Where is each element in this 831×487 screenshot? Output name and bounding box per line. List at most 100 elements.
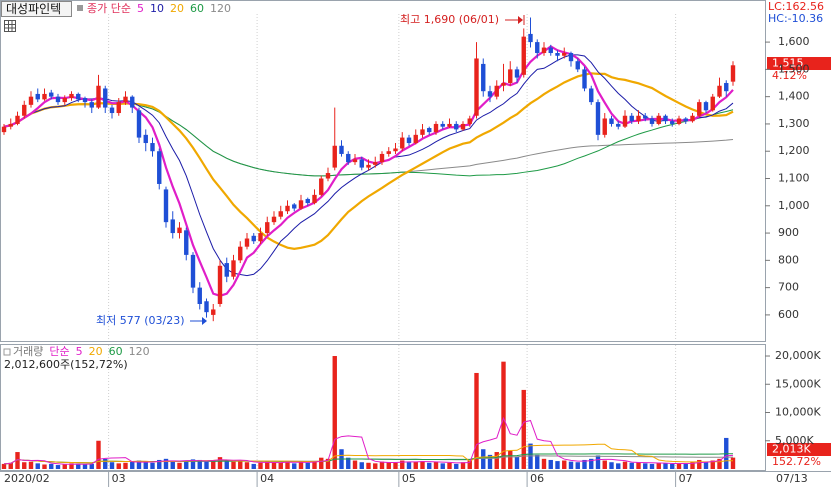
volume-bar [55,465,61,469]
candle-body [501,83,506,86]
volume-bar [643,463,648,469]
volume-bar [629,462,634,469]
candle-body [589,88,594,103]
volume-bar [393,462,398,469]
candle-body [697,102,702,116]
volume-bar [359,462,364,469]
candle-body [643,115,648,119]
candle-body [508,69,513,84]
volume-tick-label: 15,000K [775,377,821,390]
candle-body [292,204,297,209]
volume-bar [541,458,547,469]
high-arrow [505,15,525,25]
volume-bar [487,454,493,469]
volume-bar [697,459,702,469]
volume-bar [62,464,67,469]
candle-body [629,115,634,122]
candle-body [676,118,682,124]
candle-body [258,233,263,242]
last-price: 1,515 [772,57,804,70]
high-annotation: 최고 1,690 (06/01) [400,13,499,26]
candle-body [656,115,661,124]
volume-bar [413,461,418,469]
candle-body [352,159,358,163]
volume-bar [116,463,121,469]
hc-label: HC:-10.36 [768,12,823,25]
volume-bar [373,463,378,469]
candle-body [663,115,668,122]
volume-bar [332,356,337,469]
candle-body [8,123,13,127]
candle-body [454,123,459,130]
x-tick-label: 04 [260,472,274,485]
volume-bar [616,463,621,469]
candle-body [487,91,493,97]
candle-body [238,246,243,261]
candle-body [69,93,74,99]
candle-body [602,118,607,135]
candle-body [204,301,209,313]
candle-body [359,159,364,168]
volume-bar [595,455,601,469]
candle-body [211,309,216,315]
candle-body [265,222,270,234]
candle-body [366,164,371,168]
candle-body [123,96,128,103]
volume-bar [474,372,479,469]
volume-bar [143,462,148,469]
x-tick-label: 03 [112,472,126,485]
candle-body [582,69,587,89]
volume-bar [35,463,40,469]
volume-bar [170,460,175,469]
volume-bar [15,452,20,469]
candle-body [130,96,135,108]
candle-body [717,85,722,97]
candle-body [481,63,486,92]
volume-bar [589,458,594,469]
candle-body [379,153,385,163]
volume-bar [575,462,580,469]
low-annotation: 최저 577 (03/23) [96,314,185,327]
volume-bar [710,460,715,469]
volume-bar [346,457,351,469]
candle-body [548,47,553,54]
candle-body [251,235,256,242]
candle-body [447,123,452,127]
volume-bar [8,462,13,469]
candle-body [528,33,533,43]
x-tick-label: 2020/02 [4,472,50,485]
volume-bar [49,463,54,469]
candle-body [730,65,736,82]
volume-bar [278,462,283,469]
volume-bar [400,460,405,469]
candle-body [197,287,202,304]
volume-pane [0,344,766,471]
candle-body [386,151,391,154]
volume-bar [271,462,277,469]
candle-body [28,96,34,105]
candle-body [82,98,88,103]
volume-bar [76,463,81,469]
candle-body [616,123,621,127]
legend-marker [3,348,11,356]
candle-body [15,115,20,124]
candle-body [278,211,283,217]
lc-label: LC:162.56 [768,0,824,13]
volume-bar [89,463,94,469]
candle-body [190,254,196,288]
legend-entry: 5 [76,345,83,358]
candle-body [170,219,175,234]
candle-body [42,93,47,100]
y-tick-label: 1,000 [778,199,810,212]
candle-body [555,53,560,56]
volume-bar [82,464,88,469]
candle-body [460,123,466,130]
candle-body [683,118,688,122]
volume-bar [582,459,587,469]
volume-bar [136,460,142,469]
volume-bar [244,462,250,469]
volume-bar [285,461,290,469]
candle-body [346,153,351,163]
candle-body [609,118,614,124]
